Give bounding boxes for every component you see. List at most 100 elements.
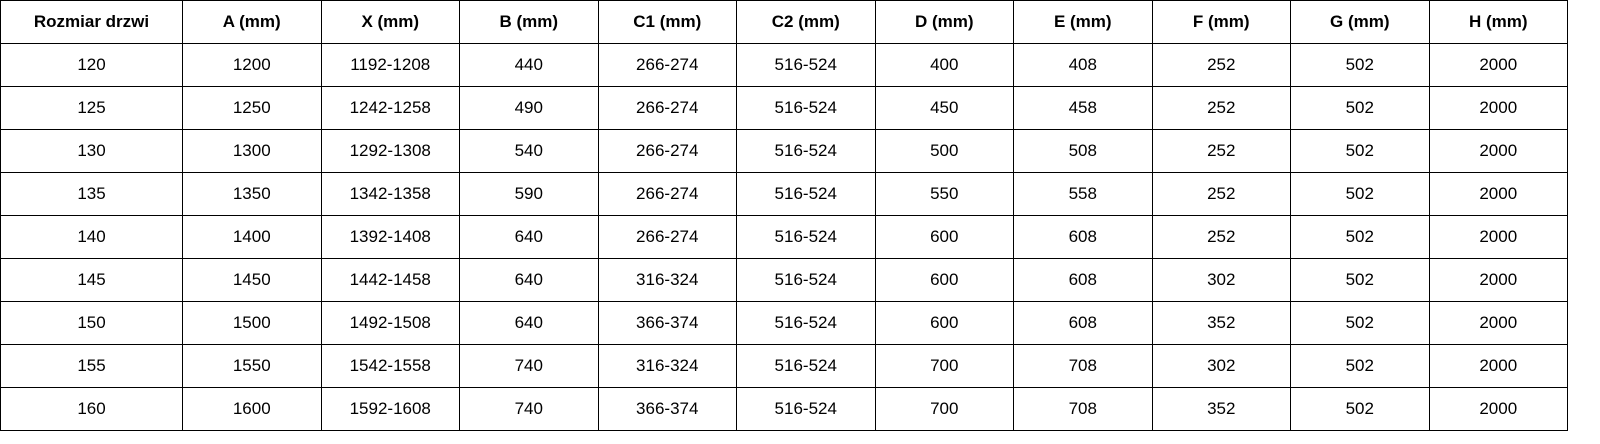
table-cell: 316-324	[597, 344, 737, 388]
table-cell: 302	[1151, 344, 1291, 388]
table-cell: 2000	[1428, 344, 1568, 388]
table-cell: 740	[459, 344, 599, 388]
table-cell: 1242-1258	[320, 86, 460, 130]
table-cell: 708	[1013, 344, 1153, 388]
table-cell: 316-324	[597, 258, 737, 302]
door-dimensions-table: Rozmiar drzwi A (mm) X (mm) B (mm) C1 (mm) C2…	[0, 0, 1568, 431]
table-row: 130 1300 1292-1308 540 266-274 516-524 500 508 2…	[0, 129, 1568, 173]
column-header: B (mm)	[459, 0, 599, 44]
table-cell: 608	[1013, 258, 1153, 302]
column-header: E (mm)	[1013, 0, 1153, 44]
table-cell: 1400	[182, 215, 322, 259]
table-cell: 458	[1013, 86, 1153, 130]
column-header: A (mm)	[182, 0, 322, 44]
table-cell: 502	[1290, 258, 1430, 302]
table-cell: 130	[0, 129, 183, 173]
table-cell: 1192-1208	[320, 43, 460, 87]
table-cell: 1550	[182, 344, 322, 388]
table-cell: 500	[874, 129, 1014, 173]
table-cell: 502	[1290, 129, 1430, 173]
table-cell: 502	[1290, 344, 1430, 388]
column-header: X (mm)	[320, 0, 460, 44]
table-row: 160 1600 1592-1608 740 366-374 516-524 700 708 3…	[0, 387, 1568, 431]
table-cell: 502	[1290, 387, 1430, 431]
table-cell: 1250	[182, 86, 322, 130]
column-header: C2 (mm)	[736, 0, 876, 44]
table-cell: 640	[459, 301, 599, 345]
table-cell: 2000	[1428, 301, 1568, 345]
table-cell: 600	[874, 258, 1014, 302]
table-row: 140 1400 1392-1408 640 266-274 516-524 600 608 2…	[0, 215, 1568, 259]
table-cell: 1500	[182, 301, 322, 345]
table-cell: 490	[459, 86, 599, 130]
table-cell: 440	[459, 43, 599, 87]
table-cell: 1542-1558	[320, 344, 460, 388]
table-cell: 2000	[1428, 258, 1568, 302]
table-cell: 252	[1151, 215, 1291, 259]
table-cell: 516-524	[736, 258, 876, 302]
table-row: 125 1250 1242-1258 490 266-274 516-524 450 458 2…	[0, 86, 1568, 130]
table-cell: 1392-1408	[320, 215, 460, 259]
table-cell: 120	[0, 43, 183, 87]
table-cell: 1442-1458	[320, 258, 460, 302]
table-cell: 608	[1013, 215, 1153, 259]
table-cell: 2000	[1428, 43, 1568, 87]
table-cell: 502	[1290, 301, 1430, 345]
table-cell: 700	[874, 344, 1014, 388]
table-cell: 740	[459, 387, 599, 431]
table-cell: 266-274	[597, 43, 737, 87]
table-cell: 1300	[182, 129, 322, 173]
table-body: 120 1200 1192-1208 440 266-274 516-524 400 408 2…	[0, 43, 1568, 431]
table-cell: 558	[1013, 172, 1153, 216]
column-header: Rozmiar drzwi	[0, 0, 183, 44]
column-header: C1 (mm)	[597, 0, 737, 44]
table-cell: 502	[1290, 43, 1430, 87]
table-cell: 135	[0, 172, 183, 216]
table-row: 150 1500 1492-1508 640 366-374 516-524 600 608 3…	[0, 301, 1568, 345]
table-cell: 540	[459, 129, 599, 173]
table-cell: 516-524	[736, 43, 876, 87]
table-cell: 2000	[1428, 129, 1568, 173]
table-cell: 160	[0, 387, 183, 431]
table-cell: 1600	[182, 387, 322, 431]
table-cell: 1342-1358	[320, 172, 460, 216]
table-cell: 700	[874, 387, 1014, 431]
table-cell: 590	[459, 172, 599, 216]
table-cell: 600	[874, 215, 1014, 259]
column-header: F (mm)	[1151, 0, 1291, 44]
table-cell: 640	[459, 258, 599, 302]
table-cell: 2000	[1428, 387, 1568, 431]
table-cell: 1350	[182, 172, 322, 216]
table-cell: 502	[1290, 215, 1430, 259]
table-cell: 1292-1308	[320, 129, 460, 173]
table-cell: 516-524	[736, 301, 876, 345]
table-cell: 502	[1290, 172, 1430, 216]
table-cell: 516-524	[736, 215, 876, 259]
table-cell: 502	[1290, 86, 1430, 130]
table-row: 120 1200 1192-1208 440 266-274 516-524 400 408 2…	[0, 43, 1568, 87]
column-header: D (mm)	[874, 0, 1014, 44]
column-header: G (mm)	[1290, 0, 1430, 44]
table-row: 135 1350 1342-1358 590 266-274 516-524 550 558 2…	[0, 172, 1568, 216]
table-cell: 1450	[182, 258, 322, 302]
table-cell: 155	[0, 344, 183, 388]
table-cell: 125	[0, 86, 183, 130]
table-cell: 266-274	[597, 129, 737, 173]
table-cell: 150	[0, 301, 183, 345]
table-cell: 1200	[182, 43, 322, 87]
table-cell: 516-524	[736, 387, 876, 431]
table-cell: 550	[874, 172, 1014, 216]
header-row: Rozmiar drzwi A (mm) X (mm) B (mm) C1 (mm) C2…	[0, 0, 1568, 44]
table-cell: 352	[1151, 301, 1291, 345]
table-cell: 640	[459, 215, 599, 259]
table-cell: 516-524	[736, 344, 876, 388]
table-cell: 1592-1608	[320, 387, 460, 431]
table-cell: 366-374	[597, 387, 737, 431]
table-cell: 608	[1013, 301, 1153, 345]
table-cell: 252	[1151, 43, 1291, 87]
table-cell: 252	[1151, 86, 1291, 130]
table-cell: 1492-1508	[320, 301, 460, 345]
table-row: 155 1550 1542-1558 740 316-324 516-524 700 708 3…	[0, 344, 1568, 388]
table-cell: 708	[1013, 387, 1153, 431]
table-cell: 266-274	[597, 86, 737, 130]
